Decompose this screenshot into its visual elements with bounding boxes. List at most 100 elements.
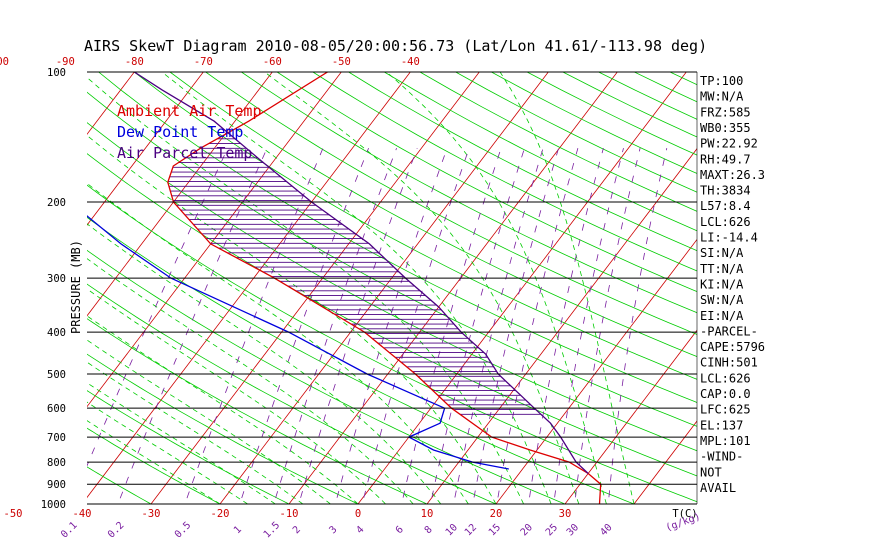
mixing-ratio-line [239,147,369,504]
stat-item: KI:N/A [700,277,744,291]
stat-item: TT:N/A [700,262,744,276]
top-temp-tick-label: -50 [332,56,351,68]
pressure-tick-label: 200 [47,197,66,209]
mixing-ratio-tick-label: 3 [328,524,340,536]
dry-adiabat-line [741,72,870,513]
mixing-ratio-tick-label: 8 [423,524,435,536]
isobar-lines [87,71,697,505]
dry-adiabat-line [419,72,697,212]
stat-item: MPL:101 [700,434,751,448]
isotherm-line [87,72,411,499]
stat-item: EL:137 [700,418,743,432]
dry-adiabat-line [455,72,697,193]
top-temp-tick-label: -90 [56,56,75,68]
cape-hatch [168,138,541,415]
dry-adiabat-line [87,353,359,504]
top-temp-ticks: -120-110-100-90-80-70-60-50-40 [0,56,420,68]
dry-adiabat-line [98,72,697,403]
top-temp-tick-label: -80 [125,56,144,68]
mixing-ratio-tick-label: 20 [519,522,535,538]
moist-adiabat-line [264,72,580,504]
isotherm-line [87,72,204,226]
stat-item: WB0:355 [700,121,751,135]
stat-item: RH:49.7 [700,152,751,166]
stat-item: LCL:626 [700,371,751,385]
dry-adiabat-line [312,72,697,272]
isotherm-line [765,62,870,513]
mixing-ratio-tick-label: 40 [598,522,614,538]
moist-adiabat-line [87,315,359,504]
mixing-ratio-tick-label: 25 [544,522,560,538]
moist-adiabat-line [87,401,248,504]
pressure-tick-label: 400 [47,327,66,339]
stat-item: CINH:501 [700,356,758,370]
moist-adiabat-line [87,134,497,504]
isotherm-line [357,72,687,504]
dry-adiabat-line [87,216,636,504]
series-line-dew-point-temp [87,215,509,470]
moist-adiabat-lines [87,72,635,504]
series-line-air-parcel-temp [133,72,589,474]
mixing-ratio-tick-label: 2 [291,524,303,536]
isotherm-line [0,62,73,513]
mixing-ratio-line [607,148,668,504]
pressure-tick-label: 500 [47,369,66,381]
pressure-tick-label: 300 [47,273,66,285]
pressure-tick-label: 600 [47,403,66,415]
moist-adiabat-line [87,76,524,504]
legend: Ambient Air Temp Dew Point Temp Air Parcel… [117,102,262,162]
legend-entry: Dew Point Temp [117,123,243,141]
moist-adiabat-line [499,72,635,504]
mixing-ratio-tick-label: 0.1 [59,520,80,541]
stat-item: SI:N/A [700,246,744,260]
pressure-tick-label: 900 [47,479,66,491]
mixing-ratio-line [472,147,559,504]
dry-adiabat-line [87,427,221,504]
bottom-temp-tick-label: -20 [211,508,230,520]
pressure-tick-label: 800 [47,457,66,469]
mixing-ratio-tick-label: 10 [444,522,460,538]
dry-adiabat-line [491,72,697,174]
moist-adiabat-line [87,339,331,504]
dry-adiabat-line [87,122,697,452]
bottom-temp-tick-label: -30 [142,508,161,520]
legend-entry: Ambient Air Temp [117,102,262,120]
stat-item: -PARCEL- [700,324,758,338]
dry-adiabat-line [87,283,497,504]
stat-item: -WIND- [700,450,743,464]
top-temp-tick-label: -60 [263,56,282,68]
stat-item: LFC:625 [700,403,751,417]
moist-adiabat-line [161,72,552,504]
stat-item: LCL:626 [700,215,751,229]
isotherm-line [495,238,697,504]
moist-adiabat-line [87,288,386,504]
stat-item: CAP:0.0 [700,387,751,401]
chart-title: AIRS SkewT Diagram 2010-08-05/20:00:56.7… [84,37,707,55]
isotherm-line [564,329,697,504]
moist-adiabat-line [87,420,221,504]
y-axis-label: PRESSURE (MB) [69,240,83,334]
stat-item: MAXT:26.3 [700,168,765,182]
top-temp-tick-label: -40 [401,56,420,68]
dry-adiabat-line [241,72,697,314]
stat-item: NOT [700,465,722,479]
dry-adiabat-line [169,72,697,358]
bottom-temp-tick-label: -40 [73,508,92,520]
pressure-tick-label: 1000 [41,499,66,511]
isotherm-line [633,420,697,504]
bottom-temp-tick-label: 10 [421,508,434,520]
stat-item: LI:-14.4 [700,231,758,245]
bottom-temp-ticks: -50 -40 -30 -20 -10 0 10 20 30 T(C) [4,508,698,520]
mixing-ratio-tick-label: 1.5 [262,520,283,541]
mixing-ratio-line [298,147,418,504]
isotherm-line [288,72,618,504]
mixing-ratio-tick-label: 15 [487,522,503,538]
dry-adiabat-line [87,91,697,427]
bottom-temp-tick-label: -50 [4,508,23,520]
dry-adiabat-line [87,184,697,503]
stat-item: CAPE:5796 [700,340,765,354]
moist-adiabat-line [87,382,276,504]
mixing-ratio-tick-label: 0.5 [173,520,194,541]
bottom-temp-tick-label: 20 [490,508,503,520]
